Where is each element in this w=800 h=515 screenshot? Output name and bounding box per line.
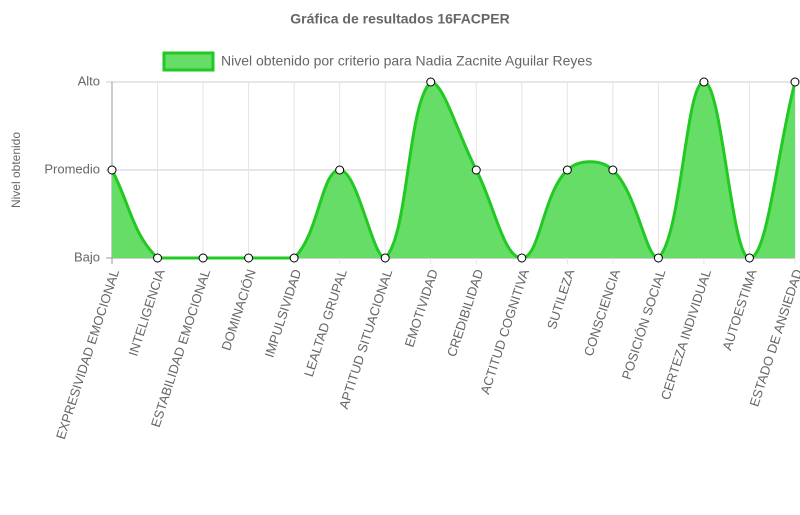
- point: [471, 165, 481, 175]
- point: [699, 77, 709, 87]
- legend-swatch: [162, 51, 215, 72]
- point: [335, 165, 345, 175]
- point: [790, 77, 800, 87]
- x-tick-label: APTITUD SITUACIONAL: [336, 267, 395, 410]
- point: [153, 253, 163, 263]
- x-tick-label: ACTITUD COGNITIVA: [477, 267, 532, 396]
- x-tick-label: CERTEZA INDIVIDUAL: [658, 267, 714, 401]
- x-tick-label: ESTADO DE ANSIEDAD: [747, 267, 800, 408]
- y-tick-label: Alto: [78, 73, 100, 88]
- point: [198, 253, 208, 263]
- x-tick-label: CREDIBILIDAD: [444, 267, 486, 358]
- y-axis-title: Nivel obtenido: [9, 132, 23, 208]
- point: [562, 165, 572, 175]
- point: [608, 165, 618, 175]
- x-tick-label: LEALTAD GRUPAL: [301, 267, 350, 378]
- x-tick-label: EXPRESIVIDAD EMOCIONAL: [53, 267, 122, 441]
- legend: Nivel obtenido por criterio para Nadia Z…: [162, 51, 592, 72]
- x-tick-label: AUTOESTIMA: [719, 267, 759, 352]
- x-tick-label: INTELIGENCIA: [125, 267, 167, 358]
- x-tick-label: EMOTIVIDAD: [402, 267, 441, 349]
- chart-title: Gráfica de resultados 16FACPER: [290, 11, 509, 27]
- y-tick-label: Bajo: [74, 249, 100, 264]
- point: [244, 253, 254, 263]
- x-tick-label: POSICIÓN SOCIAL: [619, 267, 669, 381]
- point: [653, 253, 663, 263]
- point: [289, 253, 299, 263]
- x-tick-label: IMPULSIVIDAD: [262, 267, 305, 359]
- y-tick-label: Promedio: [44, 161, 100, 176]
- x-tick-label: DOMINACIÓN: [218, 267, 258, 352]
- point: [744, 253, 754, 263]
- x-tick-label: CONSCIENCIA: [581, 267, 623, 358]
- point: [107, 165, 117, 175]
- point: [426, 77, 436, 87]
- legend-label: Nivel obtenido por criterio para Nadia Z…: [221, 53, 592, 69]
- area: [112, 82, 795, 258]
- point: [517, 253, 527, 263]
- x-tick-label: SUTILEZA: [544, 267, 578, 331]
- point: [380, 253, 390, 263]
